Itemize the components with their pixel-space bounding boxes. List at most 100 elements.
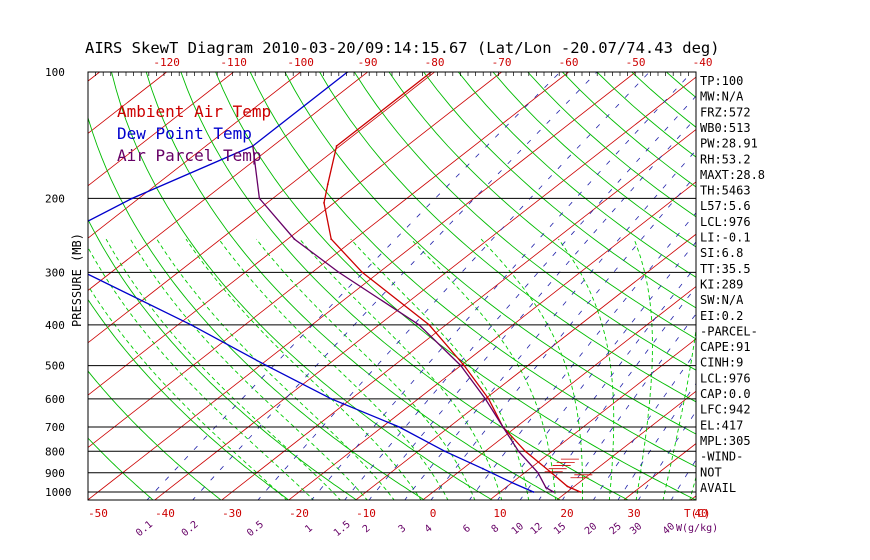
index-value: PW:28.91 <box>700 137 758 151</box>
legend-entry: Ambient Air Temp <box>117 102 271 121</box>
top-temp-tick-label: -40 <box>693 56 713 69</box>
series-point <box>335 145 338 147</box>
mixing-ratio-tick-label: 20 <box>583 521 599 537</box>
isotherm-line <box>88 72 435 344</box>
moist-adiabat-line <box>255 238 476 500</box>
mixing-ratio-line <box>368 117 696 500</box>
top-temp-tick-label: -90 <box>358 56 378 69</box>
legend-entry: Dew Point Temp <box>117 124 252 143</box>
dry-adiabat-line <box>388 72 696 340</box>
mixing-ratio-line <box>404 149 696 500</box>
isotherm-line <box>88 72 569 448</box>
pressure-tick-label: 200 <box>45 192 65 205</box>
mixing-ratio-tick-label: 15 <box>552 521 568 537</box>
dry-adiabat-line <box>319 72 696 403</box>
dry-adiabat-line <box>457 72 696 278</box>
series-point <box>52 238 54 240</box>
mixing-ratio-tick-label: 6 <box>461 523 473 535</box>
top-temp-tick-label: -100 <box>287 56 314 69</box>
mixing-ratio-unit-label: W(g/kg) <box>676 523 718 534</box>
moist-adiabat-line <box>480 238 583 500</box>
isotherm-lines <box>0 72 696 501</box>
bottom-temp-tick-label: -10 <box>356 507 376 520</box>
isotherm-line <box>221 128 696 500</box>
dry-adiabat-line <box>770 72 870 501</box>
mixing-ratio-tick-label: 30 <box>628 521 644 537</box>
series-point <box>566 485 569 488</box>
pressure-tick-label: 100 <box>45 66 65 79</box>
bottom-temp-tick-label: -30 <box>222 507 242 520</box>
isotherm-line <box>88 72 301 239</box>
mixing-ratio-tick-label: 0.5 <box>245 519 266 539</box>
series-point <box>552 491 555 493</box>
dry-adiabat-line <box>0 72 18 501</box>
legend-entry: Air Parcel Temp <box>117 146 262 165</box>
moist-adiabat-lines <box>88 238 696 500</box>
mixing-ratio-line <box>497 241 696 500</box>
bottom-temp-tick-label: 0 <box>430 507 437 520</box>
dry-adiabat-lines <box>0 72 870 501</box>
dry-adiabat-line <box>527 72 696 218</box>
index-value: SW:N/A <box>700 293 744 307</box>
top-temp-tick-label: -110 <box>220 56 247 69</box>
series-point <box>482 467 484 470</box>
series-point <box>326 183 329 186</box>
isotherm-line <box>288 181 696 500</box>
series-point <box>251 145 254 147</box>
series-point <box>537 471 539 474</box>
mixing-ratio-tick-label: 3 <box>397 523 409 535</box>
mixing-ratio-tick-label: 10 <box>510 521 526 537</box>
moist-adiabat-line <box>410 238 556 500</box>
index-value: TT:35.5 <box>700 262 751 276</box>
top-temp-tick-label: -60 <box>559 56 579 69</box>
index-value: RH:53.2 <box>700 152 751 166</box>
series-point <box>545 486 547 489</box>
isotherm-line <box>88 72 502 396</box>
mixing-ratio-tick-label: 1 <box>303 523 315 535</box>
index-value: CAP:0.0 <box>700 387 751 401</box>
series-point <box>293 238 296 241</box>
top-temp-tick-label: -70 <box>492 56 512 69</box>
index-value: CAPE:91 <box>700 340 751 354</box>
pressure-tick-label: 800 <box>45 445 65 458</box>
index-value: EL:417 <box>700 418 743 432</box>
bottom-temp-tick-label: 20 <box>560 507 573 520</box>
isotherm-line <box>422 286 696 500</box>
series-point <box>511 481 513 484</box>
series-point <box>398 426 400 428</box>
mixing-ratio-line <box>146 72 561 500</box>
isotherm-line <box>556 390 696 500</box>
mixing-ratio-line <box>344 95 696 500</box>
index-value: LCL:976 <box>700 371 751 385</box>
chart-title: AIRS SkewT Diagram 2010-03-20/09:14:15.6… <box>85 39 720 57</box>
mixing-ratio-lines <box>146 72 696 500</box>
dry-adiabat-line <box>492 72 696 248</box>
moist-adiabat-line <box>105 238 342 500</box>
dry-adiabat-line <box>88 370 222 500</box>
dry-adiabat-line <box>88 116 426 500</box>
top-temp-tick-label: -80 <box>425 56 445 69</box>
bottom-temp-tick-label: -40 <box>155 507 175 520</box>
dry-adiabat-line <box>88 437 154 500</box>
index-value: LFC:942 <box>700 403 751 417</box>
series-point <box>323 202 325 204</box>
pressure-tick-label: 1000 <box>45 486 72 499</box>
series-point <box>258 197 261 200</box>
dry-adiabat-line <box>145 72 562 500</box>
index-value: TH:5463 <box>700 184 751 198</box>
series-point <box>524 450 527 453</box>
pressure-tick-label: 500 <box>45 360 65 373</box>
isotherm-line <box>0 72 33 501</box>
moist-adiabat-line <box>558 238 615 500</box>
moist-adiabat-line <box>350 238 530 500</box>
series-point <box>131 197 134 200</box>
moist-adiabat-line <box>88 284 288 500</box>
dry-adiabat-line <box>215 72 696 500</box>
series-point <box>459 364 462 367</box>
moist-adiabat-line <box>185 238 422 500</box>
series-point <box>428 324 431 326</box>
dry-adiabat-line <box>666 72 696 99</box>
mixing-ratio-tick-label: 8 <box>490 523 502 535</box>
index-value: FRZ:572 <box>700 105 751 119</box>
series-point <box>330 238 333 241</box>
